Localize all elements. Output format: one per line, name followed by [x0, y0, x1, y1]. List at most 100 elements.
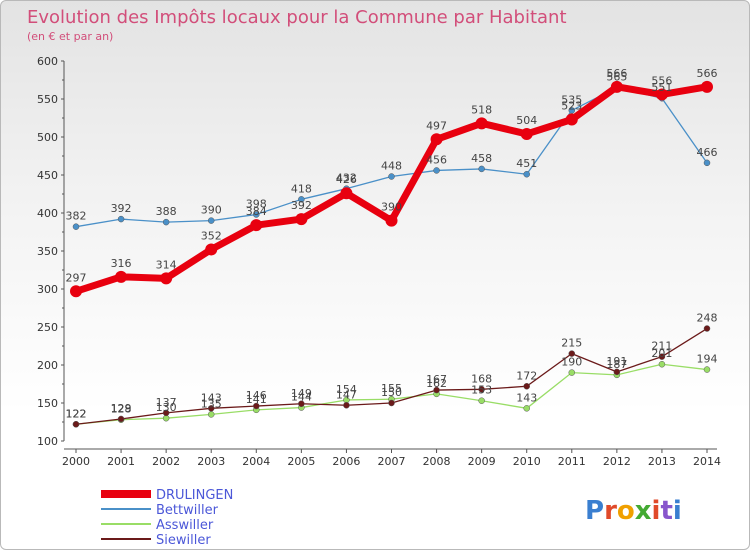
data-label-drulingen: 426	[336, 173, 357, 186]
series-layer	[70, 80, 713, 428]
data-point-siewiller	[117, 415, 125, 423]
data-point-bettwiller	[433, 167, 440, 174]
data-label-bettwiller: 418	[291, 182, 312, 195]
data-label-bettwiller: 398	[246, 198, 267, 211]
y-tick-label: 150	[37, 397, 58, 410]
data-label-bettwiller: 451	[516, 157, 537, 170]
data-point-bettwiller	[253, 211, 260, 218]
data-label-siewiller: 191	[606, 355, 627, 368]
x-tick-label: 2001	[107, 455, 135, 468]
y-tick-label: 200	[37, 359, 58, 372]
data-label-asswiller: 122	[66, 407, 87, 420]
data-point-siewiller	[388, 399, 395, 407]
data-label-drulingen: 316	[111, 257, 132, 270]
x-tick-label: 2005	[287, 455, 315, 468]
y-tick-label: 300	[37, 283, 58, 296]
data-label-asswiller: 190	[561, 356, 582, 369]
data-label-drulingen: 297	[66, 271, 87, 284]
data-label-bettwiller: 448	[381, 160, 402, 173]
data-label-asswiller: 130	[156, 401, 177, 414]
data-label-asswiller: 162	[426, 377, 447, 390]
data-label-bettwiller: 535	[561, 93, 582, 106]
data-point-drulingen	[385, 214, 398, 227]
data-point-drulingen	[610, 80, 623, 93]
data-point-asswiller	[523, 405, 530, 412]
axes: 100 150 200 250 300 350 400 450 500 550 600 2000 200…	[37, 55, 721, 468]
y-tick-label: 350	[37, 245, 58, 258]
data-label-bettwiller: 390	[201, 204, 222, 217]
data-label-bettwiller: 432	[336, 172, 357, 185]
data-point-bettwiller	[162, 218, 170, 226]
data-label-drulingen: 497	[426, 119, 447, 132]
data-label-asswiller: 194	[697, 353, 718, 366]
data-label-drulingen: 314	[156, 258, 177, 271]
data-point-bettwiller	[568, 107, 576, 114]
data-label-drulingen: 384	[246, 205, 267, 218]
data-point-siewiller	[703, 325, 711, 332]
data-point-siewiller	[433, 386, 440, 394]
data-point-bettwiller	[703, 159, 711, 167]
x-tick-label: 2004	[242, 455, 270, 468]
data-label-siewiller: 168	[471, 372, 492, 385]
data-label-bettwiller: 456	[426, 153, 447, 166]
data-point-drulingen	[701, 80, 713, 93]
data-point-asswiller	[658, 360, 666, 368]
data-label-drulingen: 352	[201, 229, 222, 242]
data-point-siewiller	[207, 405, 215, 412]
data-point-bettwiller	[523, 170, 530, 178]
x-tick-label: 2002	[152, 455, 180, 468]
data-point-drulingen	[295, 213, 308, 226]
legend-label-siewiller: Siewiller	[156, 533, 211, 548]
data-point-siewiller	[72, 421, 80, 428]
data-label-siewiller: 167	[426, 373, 447, 386]
data-label-drulingen: 556	[651, 74, 672, 87]
chart-title: Evolution des Impôts locaux pour la Comm…	[27, 7, 567, 28]
y-tick-label: 100	[37, 435, 58, 448]
data-point-drulingen	[655, 88, 668, 101]
proxiti-logo: Proxiti	[585, 496, 682, 526]
y-tick-label: 500	[37, 131, 58, 144]
data-label-bettwiller: 565	[606, 71, 627, 84]
data-label-siewiller: 146	[246, 389, 267, 402]
x-tick-label: 2008	[423, 455, 451, 468]
data-label-siewiller: 143	[201, 391, 222, 404]
data-label-asswiller: 155	[381, 382, 402, 395]
logo-letter: i	[652, 496, 661, 526]
data-point-drulingen	[430, 133, 443, 146]
x-tick-label: 2000	[62, 455, 90, 468]
x-tick-label: 2010	[513, 455, 541, 468]
data-label-siewiller: 122	[66, 407, 87, 420]
data-label-bettwiller: 551	[651, 81, 672, 94]
data-point-siewiller	[253, 402, 260, 410]
data-label-siewiller: 137	[156, 396, 177, 409]
data-point-bettwiller	[207, 217, 215, 224]
data-point-siewiller	[343, 402, 350, 409]
x-tick-label: 2003	[197, 455, 225, 468]
logo-letter: i	[673, 496, 682, 526]
data-point-siewiller	[523, 383, 530, 390]
data-label-siewiller: 149	[291, 387, 312, 400]
data-point-drulingen	[115, 270, 128, 283]
data-point-siewiller	[568, 350, 576, 357]
data-point-siewiller	[478, 386, 485, 393]
data-label-drulingen: 523	[561, 100, 582, 113]
x-tick-label: 2007	[378, 455, 406, 468]
data-point-bettwiller	[72, 223, 80, 230]
data-label-bettwiller: 388	[156, 205, 177, 218]
data-label-asswiller: 141	[246, 393, 267, 406]
y-tick-label: 400	[37, 207, 58, 220]
data-label-siewiller: 147	[336, 388, 357, 401]
legend-label-drulingen: DRULINGEN	[156, 488, 233, 503]
logo-letter: P	[585, 496, 604, 526]
data-point-bettwiller	[117, 215, 125, 223]
data-label-asswiller: 143	[516, 391, 537, 404]
x-tick-label: 2012	[603, 455, 631, 468]
data-point-asswiller	[207, 411, 215, 418]
data-point-asswiller	[568, 369, 576, 376]
data-point-drulingen	[70, 285, 82, 298]
data-label-siewiller: 150	[381, 386, 402, 399]
data-label-siewiller: 172	[516, 369, 537, 382]
